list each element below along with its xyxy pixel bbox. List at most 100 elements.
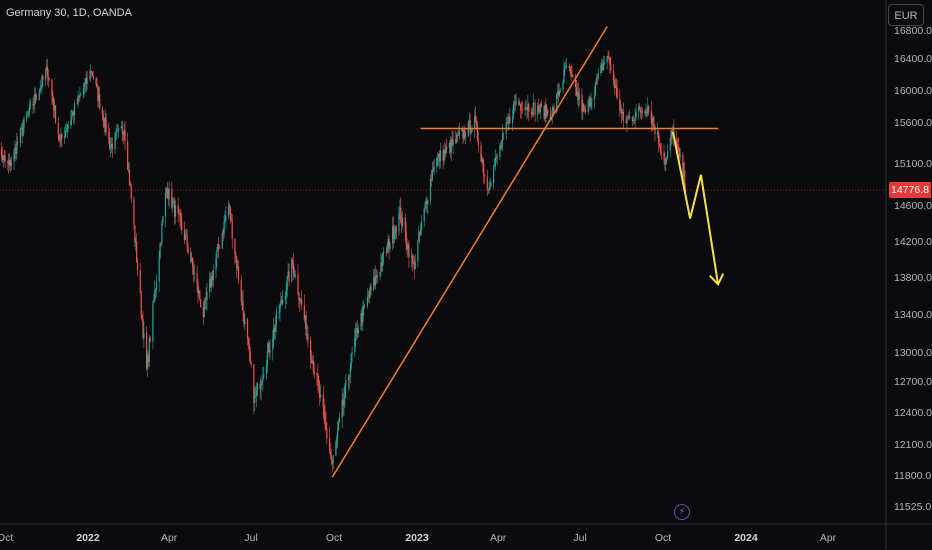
candle-body: [78, 95, 80, 97]
candle-body: [263, 374, 265, 378]
candle-body: [532, 103, 534, 115]
candle-body: [240, 280, 242, 302]
candle-body: [572, 76, 574, 77]
candle-body: [292, 259, 294, 264]
candle-body: [265, 365, 268, 375]
candle-body: [53, 101, 55, 111]
candle-body: [429, 178, 432, 201]
candle-body: [520, 103, 522, 110]
candle-body: [178, 213, 180, 214]
candle-body: [109, 137, 111, 149]
candle-body: [116, 131, 118, 133]
candle-body: [158, 257, 160, 282]
y-tick-label: 14200.0: [894, 236, 932, 248]
candle-body: [183, 230, 186, 241]
candle-body: [404, 217, 406, 233]
y-tick-label: 15600.0: [894, 117, 932, 129]
price-axis[interactable]: 11525.0 11800.0 12100.0 12400.0 12700.0 13000…: [885, 0, 932, 550]
candle-body: [564, 66, 566, 70]
candle-body: [108, 132, 110, 138]
candle-body: [297, 274, 299, 295]
candle-body: [317, 374, 319, 382]
candle-body: [230, 220, 232, 222]
candle-body: [432, 170, 434, 172]
candle-body: [348, 376, 350, 378]
y-tick-label: 12100.0: [894, 439, 932, 451]
candle-body: [259, 383, 261, 389]
x-tick-label: 2024: [734, 532, 758, 544]
currency-button[interactable]: EUR: [888, 4, 924, 26]
candle-body: [313, 370, 315, 373]
candle-body: [241, 300, 243, 302]
x-tick-label: Oct: [326, 532, 342, 544]
candle-body: [342, 399, 344, 406]
candle-body: [301, 299, 303, 306]
candle-body: [47, 76, 49, 79]
candle-body: [99, 94, 101, 109]
projection-arrow[interactable]: [672, 131, 720, 285]
candle-body: [632, 119, 634, 121]
candle-body: [122, 132, 124, 135]
candle-body: [546, 110, 548, 117]
candle-body: [438, 153, 441, 162]
candle-body: [123, 129, 125, 135]
candle-body: [323, 406, 325, 415]
candle-body: [659, 145, 661, 152]
candle-body: [551, 110, 553, 119]
candle-body: [136, 262, 139, 271]
candle-body: [36, 99, 38, 101]
candle-body: [280, 300, 282, 305]
candle-body: [67, 124, 69, 128]
time-axis[interactable]: Oct 2022 Apr Jul Oct 2023 Apr Jul Oct 2024 Apr: [0, 523, 932, 544]
candle-body: [648, 106, 650, 111]
trendline[interactable]: [331, 26, 608, 478]
candle-body: [20, 128, 22, 129]
candle-body: [95, 78, 97, 84]
candle-body: [316, 372, 318, 375]
candle-body: [303, 305, 305, 320]
candle-body: [601, 63, 603, 66]
candle-body: [417, 241, 419, 262]
candle-body: [330, 455, 332, 460]
candle-body: [625, 121, 627, 123]
candle-body: [27, 113, 29, 116]
candle-body: [152, 302, 154, 342]
candle-body: [325, 422, 327, 430]
candle-body: [595, 78, 597, 85]
candle-body: [105, 117, 107, 133]
candle-body: [568, 66, 570, 68]
candle-body: [205, 297, 207, 300]
candle-body: [506, 122, 508, 124]
candle-body: [518, 101, 520, 105]
candle-body: [355, 329, 357, 338]
candle-body: [530, 111, 533, 114]
candle-body: [521, 110, 524, 112]
candle-body: [526, 107, 528, 111]
candle-body: [310, 340, 312, 359]
candle-body: [41, 76, 43, 88]
candle-body: [142, 318, 144, 338]
candle-body: [344, 385, 346, 400]
candle-body: [165, 188, 168, 193]
candle-body: [70, 119, 72, 125]
candle-body: [39, 87, 41, 92]
candle-body: [645, 112, 647, 114]
candle-body: [411, 255, 414, 263]
candle-body: [657, 132, 660, 144]
candle-body: [557, 91, 560, 96]
candle-body: [278, 312, 280, 314]
x-tick-label: Oct: [0, 532, 13, 544]
candle-body: [15, 146, 17, 155]
lightning-icon[interactable]: ⚡: [674, 504, 690, 520]
candle-body: [374, 275, 377, 285]
candle-body: [223, 221, 225, 234]
candle-body: [509, 116, 511, 124]
candle-body: [136, 242, 138, 263]
candle-body: [198, 290, 200, 294]
candle-body: [91, 70, 93, 73]
candle-body: [172, 201, 174, 208]
candle-body: [319, 386, 321, 398]
candle-body: [420, 221, 423, 230]
candle-body: [596, 78, 598, 80]
